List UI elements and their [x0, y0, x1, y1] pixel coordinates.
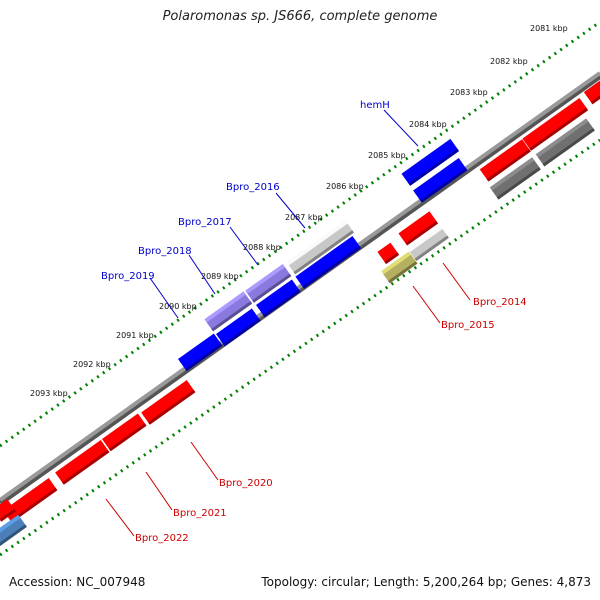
gene-label-Bpro_2022[interactable]: Bpro_2022 [135, 533, 189, 544]
gene-features [0, 80, 600, 551]
genome-backbone [0, 71, 600, 502]
gene-block[interactable] [489, 157, 541, 200]
backbone-shadow [0, 73, 600, 506]
gene-block[interactable] [0, 499, 16, 522]
tick-label: 2093 kbp [30, 389, 68, 398]
tick-label: 2089 kbp [201, 272, 239, 281]
leader-Bpro_2018 [188, 254, 216, 295]
gene-block[interactable] [141, 380, 196, 425]
leader-Bpro_2020 [190, 441, 219, 481]
gene-block[interactable] [204, 291, 253, 332]
gene-label-Bpro_2017[interactable]: Bpro_2017 [178, 217, 232, 228]
leader-Bpro_2015 [412, 285, 441, 324]
leader-Bpro_2017 [229, 226, 259, 266]
tick-label: 2091 kbp [116, 331, 154, 340]
gene-label-hemH[interactable]: hemH [360, 100, 390, 111]
tick-label: 2088 kbp [243, 243, 281, 252]
gene-block[interactable] [55, 440, 110, 485]
leader-Bpro_2019 [149, 277, 179, 319]
gene-block[interactable] [401, 138, 460, 186]
leader-Bpro_2014 [442, 262, 471, 301]
gene-label-Bpro_2014[interactable]: Bpro_2014 [473, 297, 527, 308]
kbp-tick-labels: 2081 kbp 2082 kbp 2083 kbp 2084 kbp 2085… [30, 24, 568, 398]
gene-block[interactable] [381, 251, 418, 284]
tick-label: 2083 kbp [450, 88, 488, 97]
leader-Bpro_2016 [275, 192, 306, 229]
gene-name-labels[interactable]: hemH Bpro_2016 Bpro_2017 Bpro_2018 Bpro_… [101, 100, 527, 544]
inner-tick-line [0, 138, 600, 557]
label-leaders [105, 109, 471, 537]
gene-block[interactable] [377, 242, 400, 265]
gene-block[interactable] [256, 279, 301, 318]
tick-label: 2082 kbp [490, 57, 528, 66]
gene-label-Bpro_2015[interactable]: Bpro_2015 [441, 320, 495, 331]
gene-block[interactable] [178, 333, 223, 372]
tick-label: 2081 kbp [530, 24, 568, 33]
gene-label-Bpro_2016[interactable]: Bpro_2016 [226, 182, 280, 193]
tick-label: 2092 kbp [73, 360, 111, 369]
gene-block[interactable] [413, 158, 468, 203]
gene-block[interactable] [0, 514, 27, 551]
gene-block[interactable] [535, 118, 595, 167]
gene-block[interactable] [407, 225, 449, 262]
tick-label: 2084 kbp [409, 120, 447, 129]
gene-block[interactable] [3, 478, 58, 523]
tick-label: 2086 kbp [326, 182, 364, 191]
gene-block[interactable] [479, 139, 531, 182]
tick-label: 2090 kbp [159, 302, 197, 311]
gene-block[interactable] [216, 308, 261, 347]
map-title: Polaromonas sp. JS666, complete genome [162, 9, 438, 24]
gene-block[interactable] [398, 211, 439, 246]
tick-label: 2087 kbp [285, 213, 323, 222]
leader-Bpro_2022 [105, 498, 135, 537]
accession-text: Accession: NC_007948 [9, 575, 146, 589]
tick-label: 2085 kbp [368, 151, 406, 160]
gene-block[interactable] [295, 236, 362, 289]
gene-block[interactable] [286, 220, 354, 275]
gene-label-Bpro_2019[interactable]: Bpro_2019 [101, 271, 155, 282]
genome-stats-text: Topology: circular; Length: 5,200,264 bp… [261, 575, 591, 589]
leader-hemH [383, 109, 419, 147]
gene-label-Bpro_2018[interactable]: Bpro_2018 [138, 246, 192, 257]
gene-block[interactable] [245, 263, 292, 303]
leader-Bpro_2021 [145, 471, 173, 511]
gene-label-Bpro_2021[interactable]: Bpro_2021 [173, 508, 227, 519]
gene-block[interactable] [102, 413, 147, 452]
outer-tick-line [0, 20, 600, 448]
gene-block[interactable] [522, 98, 589, 151]
gene-label-Bpro_2020[interactable]: Bpro_2020 [219, 478, 273, 489]
